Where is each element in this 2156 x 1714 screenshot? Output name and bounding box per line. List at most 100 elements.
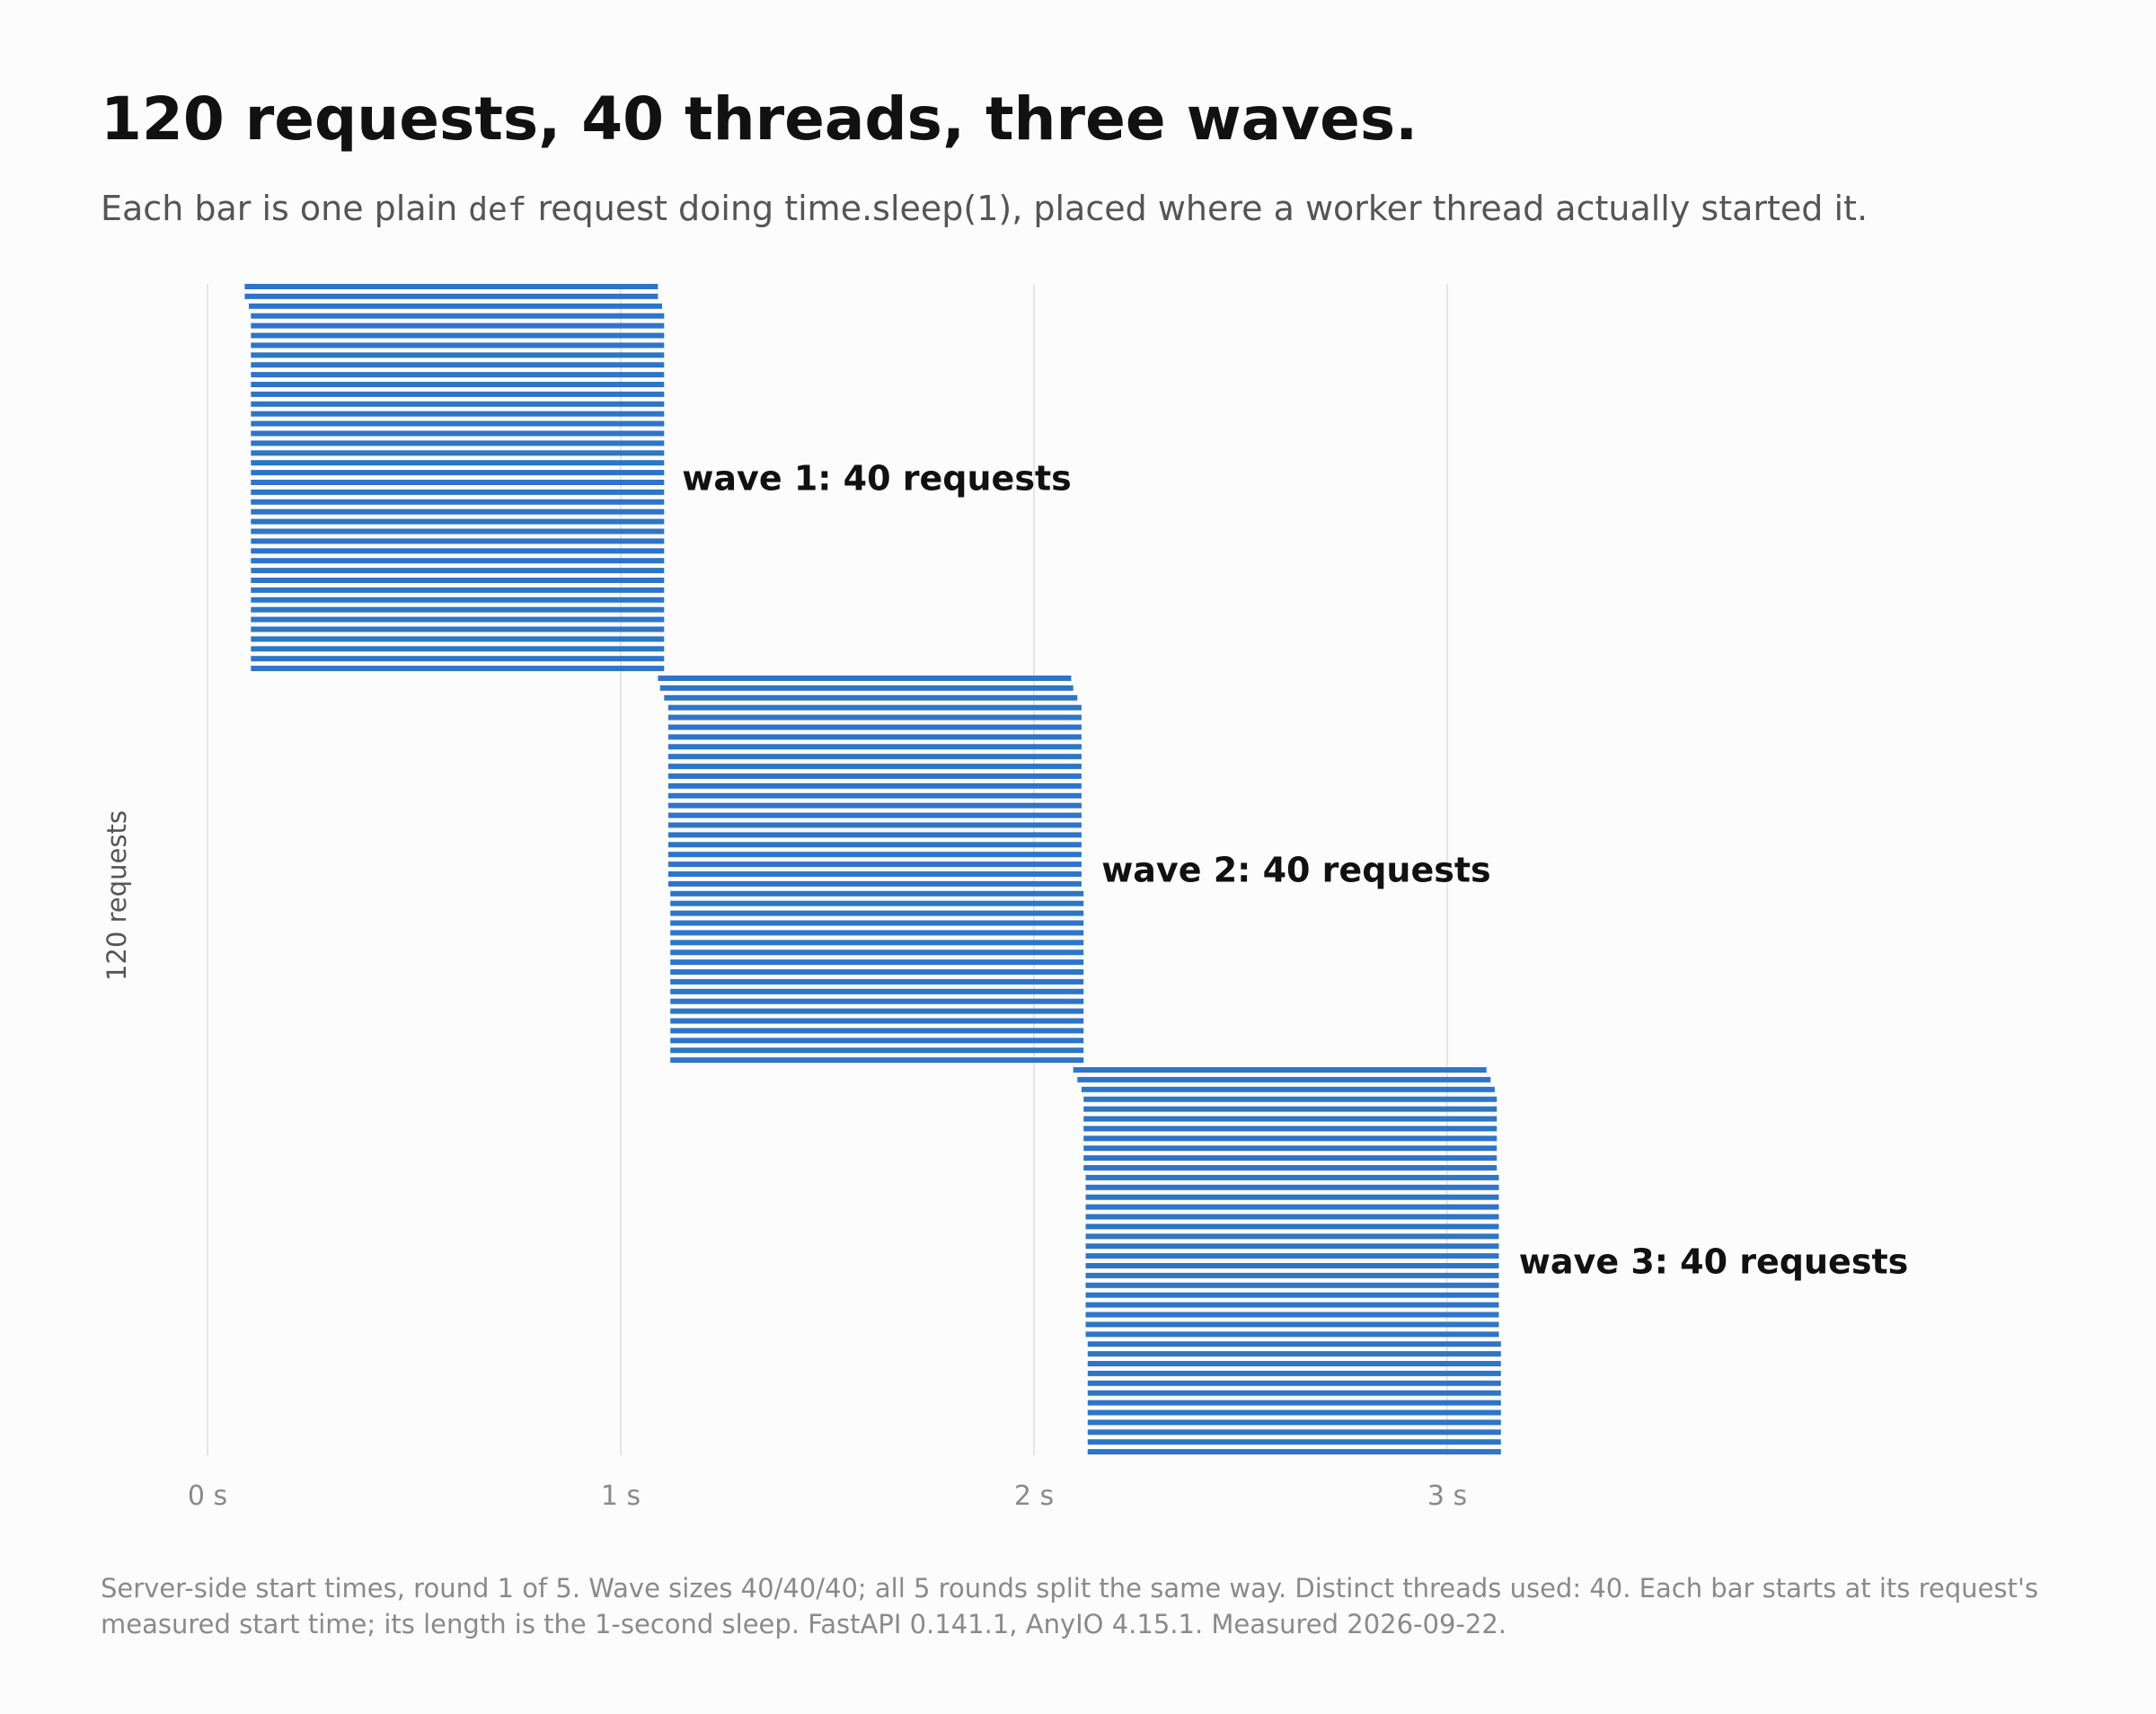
bar-wave2-5 xyxy=(667,714,1082,720)
bar-wave2-38 xyxy=(670,1038,1084,1044)
bar-wave2-10 xyxy=(667,764,1082,770)
bar-wave1-14 xyxy=(251,411,665,417)
bar-wave3-37 xyxy=(1087,1419,1501,1426)
bar-wave1-5 xyxy=(251,322,665,329)
bar-wave2-30 xyxy=(670,959,1084,966)
bar-wave2-3 xyxy=(664,694,1078,701)
bar-wave1-25 xyxy=(251,518,665,525)
bar-wave2-32 xyxy=(670,978,1084,985)
bar-wave3-32 xyxy=(1087,1370,1501,1376)
bar-wave1-8 xyxy=(251,352,665,358)
bar-wave3-9 xyxy=(1083,1145,1498,1152)
bar-wave3-17 xyxy=(1085,1224,1499,1230)
bar-wave3-2 xyxy=(1077,1076,1491,1082)
bar-wave2-28 xyxy=(670,940,1084,946)
bar-wave1-34 xyxy=(251,606,665,613)
bar-wave1-30 xyxy=(251,568,665,574)
bar-wave1-11 xyxy=(251,382,665,387)
bar-wave2-1 xyxy=(658,676,1072,681)
bar-wave2-18 xyxy=(667,842,1082,848)
bar-wave1-3 xyxy=(249,303,662,309)
bar-wave2-20 xyxy=(667,861,1082,868)
chart-title: 120 requests, 40 threads, three waves. xyxy=(101,84,1418,154)
bar-wave3-4 xyxy=(1083,1096,1498,1102)
bar-wave1-31 xyxy=(251,578,665,583)
bar-wave1-13 xyxy=(251,401,665,407)
bar-wave1-20 xyxy=(251,470,665,476)
bar-wave2-37 xyxy=(670,1028,1084,1034)
bar-wave1-38 xyxy=(251,646,665,652)
bar-wave2-39 xyxy=(670,1047,1084,1054)
bar-wave3-6 xyxy=(1083,1116,1498,1122)
bar-wave2-2 xyxy=(659,685,1074,691)
bar-wave2-21 xyxy=(667,871,1082,877)
bar-wave1-33 xyxy=(251,596,665,603)
bar-wave3-14 xyxy=(1085,1194,1499,1200)
timeline-chart: wave 1: 40 requests wave 2: 40 requests wa… xyxy=(102,284,1908,1512)
bar-wave2-16 xyxy=(667,822,1082,828)
bar-wave1-16 xyxy=(251,430,665,437)
bar-wave3-19 xyxy=(1085,1243,1499,1250)
subtitle-text-after: request doing time.sleep(1), placed wher… xyxy=(526,189,1869,228)
bar-wave1-29 xyxy=(251,558,665,564)
bar-wave2-6 xyxy=(667,724,1082,730)
bar-wave2-26 xyxy=(670,920,1084,926)
bar-wave2-13 xyxy=(667,792,1082,799)
bar-wave1-28 xyxy=(251,548,665,554)
bar-wave3-1 xyxy=(1073,1067,1487,1073)
bar-wave3-30 xyxy=(1087,1351,1501,1357)
bar-wave1-37 xyxy=(251,636,665,642)
bar-wave1-40 xyxy=(251,666,665,672)
bar-wave3-40 xyxy=(1087,1449,1501,1455)
bar-wave3-24 xyxy=(1085,1292,1499,1298)
bar-wave3-25 xyxy=(1085,1302,1499,1308)
bar-wave1-15 xyxy=(251,420,665,427)
bar-wave3-10 xyxy=(1083,1155,1498,1162)
bar-wave3-38 xyxy=(1087,1429,1501,1436)
wave-labels: wave 1: 40 requests wave 2: 40 requests wa… xyxy=(682,459,1908,1282)
bar-wave3-39 xyxy=(1087,1439,1501,1445)
bar-wave2-29 xyxy=(670,950,1084,956)
bar-wave3-15 xyxy=(1085,1204,1499,1210)
bar-wave1-36 xyxy=(251,626,665,632)
bar-wave3-21 xyxy=(1085,1263,1499,1268)
x-tick-label-1: 1 s xyxy=(601,1480,641,1512)
bar-wave2-9 xyxy=(667,754,1082,760)
bar-wave3-7 xyxy=(1083,1126,1498,1132)
bar-wave2-27 xyxy=(670,930,1084,936)
grid-lines xyxy=(207,284,1448,1455)
bar-wave1-9 xyxy=(251,362,665,368)
chart-subtitle: Each bar is one plain def request doing … xyxy=(101,189,1868,230)
bar-wave3-13 xyxy=(1085,1184,1499,1190)
x-tick-label-0: 0 s xyxy=(188,1480,227,1512)
wave-label-2: wave 2: 40 requests xyxy=(1101,851,1490,890)
bar-wave2-4 xyxy=(667,704,1082,711)
bar-wave1-21 xyxy=(251,480,665,485)
bar-wave1-23 xyxy=(251,499,665,505)
bar-wave1-35 xyxy=(251,616,665,623)
wave-label-1: wave 1: 40 requests xyxy=(682,459,1071,499)
bar-wave2-8 xyxy=(667,744,1082,750)
bar-wave3-22 xyxy=(1085,1272,1499,1278)
bar-wave1-22 xyxy=(251,489,665,495)
bar-wave2-17 xyxy=(667,832,1082,838)
bar-wave3-11 xyxy=(1083,1165,1498,1171)
bar-wave3-29 xyxy=(1087,1341,1501,1347)
x-tick-label-2: 2 s xyxy=(1014,1480,1054,1512)
bar-wave3-26 xyxy=(1085,1312,1499,1318)
bar-wave3-27 xyxy=(1085,1321,1499,1328)
bar-wave2-12 xyxy=(667,782,1082,789)
bar-wave2-15 xyxy=(667,812,1082,818)
bar-wave1-12 xyxy=(251,391,665,397)
bar-wave3-18 xyxy=(1085,1233,1499,1240)
bar-wave2-25 xyxy=(670,910,1084,916)
bar-wave2-23 xyxy=(670,890,1084,897)
subtitle-code: def xyxy=(468,191,527,228)
bar-wave3-5 xyxy=(1083,1106,1498,1112)
y-axis-label: 120 requests xyxy=(102,810,132,981)
subtitle-text-before: Each bar is one plain xyxy=(101,189,469,228)
bars xyxy=(244,284,1501,1455)
bar-wave2-7 xyxy=(667,734,1082,740)
bar-wave2-34 xyxy=(670,998,1084,1004)
bar-wave3-36 xyxy=(1087,1409,1501,1416)
